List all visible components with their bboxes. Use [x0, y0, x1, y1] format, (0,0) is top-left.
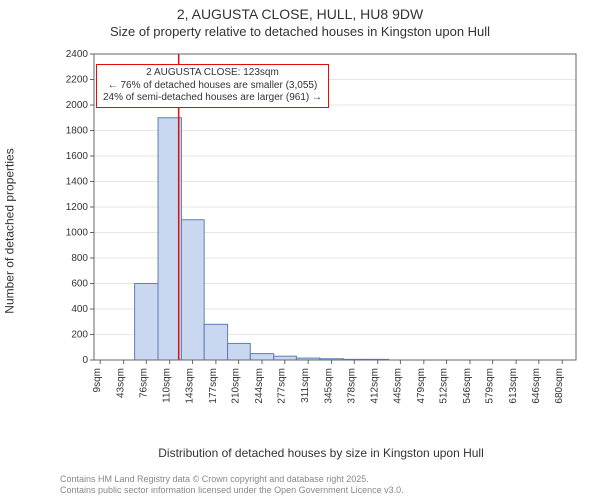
y-axis-label: Number of detached properties	[2, 48, 18, 414]
svg-text:445sqm: 445sqm	[392, 368, 403, 404]
svg-text:546sqm: 546sqm	[462, 368, 473, 404]
histogram-bar	[181, 220, 204, 360]
svg-text:200: 200	[71, 330, 88, 341]
svg-text:210sqm: 210sqm	[231, 368, 242, 404]
callout-line1: 2 AUGUSTA CLOSE: 123sqm	[103, 67, 322, 80]
histogram-bar	[250, 354, 273, 360]
svg-text:1600: 1600	[66, 151, 89, 162]
svg-text:1400: 1400	[66, 177, 89, 188]
histogram-bar	[204, 324, 227, 360]
svg-text:110sqm: 110sqm	[162, 368, 173, 403]
x-axis-label: Distribution of detached houses by size …	[60, 446, 582, 460]
svg-text:2000: 2000	[66, 100, 89, 111]
svg-text:277sqm: 277sqm	[277, 368, 288, 404]
svg-text:311sqm: 311sqm	[300, 368, 311, 403]
svg-text:579sqm: 579sqm	[485, 368, 496, 404]
svg-text:1200: 1200	[66, 202, 89, 213]
histogram-bar	[135, 284, 158, 361]
chart-subtitle: Size of property relative to detached ho…	[0, 24, 600, 41]
svg-text:613sqm: 613sqm	[508, 368, 519, 404]
callout-box: 2 AUGUSTA CLOSE: 123sqm ← 76% of detache…	[96, 64, 329, 108]
svg-text:479sqm: 479sqm	[416, 368, 427, 404]
histogram-bar	[158, 118, 181, 360]
svg-text:177sqm: 177sqm	[208, 368, 219, 404]
svg-text:0: 0	[82, 355, 88, 366]
histogram-bar	[274, 356, 297, 360]
chart-title: 2, AUGUSTA CLOSE, HULL, HU8 9DW	[0, 0, 600, 24]
svg-text:244sqm: 244sqm	[254, 368, 265, 404]
chart-root: 2, AUGUSTA CLOSE, HULL, HU8 9DW Size of …	[0, 0, 600, 500]
svg-text:76sqm: 76sqm	[138, 368, 149, 398]
svg-text:2200: 2200	[66, 75, 89, 86]
svg-text:378sqm: 378sqm	[346, 368, 357, 404]
svg-text:1800: 1800	[66, 126, 89, 137]
svg-text:400: 400	[71, 304, 88, 315]
histogram-bar	[228, 343, 251, 360]
svg-text:43sqm: 43sqm	[116, 368, 127, 398]
svg-text:600: 600	[71, 279, 88, 290]
footer-attribution: Contains HM Land Registry data © Crown c…	[60, 474, 404, 497]
footer-line1: Contains HM Land Registry data © Crown c…	[60, 474, 404, 485]
svg-text:345sqm: 345sqm	[324, 368, 335, 404]
svg-text:9sqm: 9sqm	[92, 368, 103, 392]
plot-area: 0 200 400 600 800 1000 1200 1400 1600 1800 2000 220…	[60, 48, 582, 414]
svg-text:2400: 2400	[66, 49, 89, 60]
callout-line2: ← 76% of detached houses are smaller (3,…	[103, 80, 322, 93]
svg-text:143sqm: 143sqm	[184, 368, 195, 404]
svg-text:512sqm: 512sqm	[439, 368, 450, 404]
svg-text:800: 800	[71, 253, 88, 264]
callout-line3: 24% of semi-detached houses are larger (…	[103, 92, 322, 105]
footer-line2: Contains public sector information licen…	[60, 485, 404, 496]
svg-text:1000: 1000	[66, 228, 89, 239]
svg-text:412sqm: 412sqm	[370, 368, 381, 404]
svg-text:646sqm: 646sqm	[531, 368, 542, 404]
svg-text:680sqm: 680sqm	[554, 368, 565, 404]
